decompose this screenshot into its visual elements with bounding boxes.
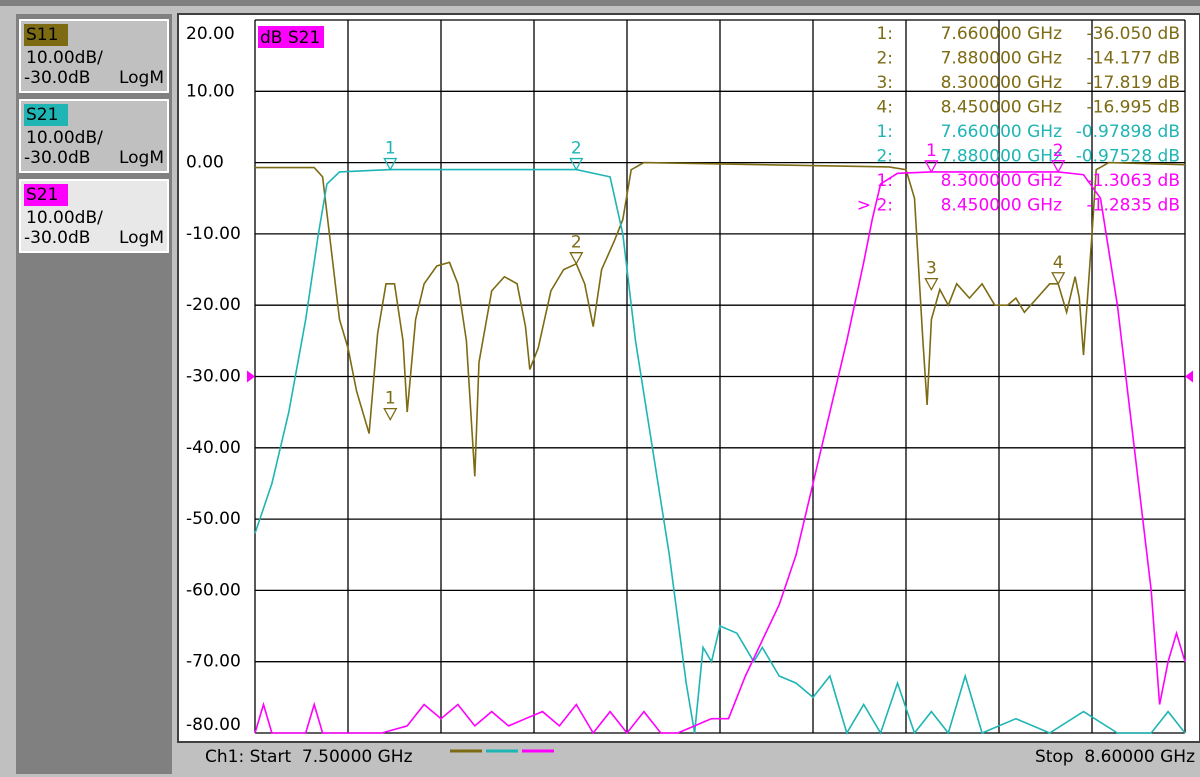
y-tick-label: -60.00: [186, 580, 241, 600]
trace-label: dB S21: [260, 28, 320, 48]
marker-value: -1.2835 dB: [1087, 196, 1180, 216]
marker-frequency: 7.660000 GHz: [941, 122, 1062, 142]
trace-label-box: [258, 26, 324, 48]
marker-number: 2: [571, 139, 582, 159]
trace-name: S21: [26, 105, 58, 125]
y-tick-label: 10.00: [186, 81, 235, 101]
trace-format: LogM: [119, 148, 164, 168]
y-tick-label: -50.00: [186, 509, 241, 529]
trace-reference: -30.0dB: [24, 68, 90, 88]
trace-scale: 10.00dB/: [26, 128, 103, 148]
grid: 20.00 10.00 0.00 -10.00 -20.00 -30.00 -40.00 -5…: [186, 19, 1193, 735]
trace-reference: -30.0dB: [24, 228, 90, 248]
y-tick-label: 20.00: [186, 24, 235, 44]
marker-value: -0.97528 dB: [1076, 147, 1180, 167]
marker-tag: 1:: [876, 122, 893, 142]
marker-number: 2: [571, 233, 582, 253]
trace-format: LogM: [119, 68, 164, 88]
trace-name-box: [24, 104, 68, 126]
marker-number: 4: [1053, 253, 1064, 273]
marker-number: 1: [385, 389, 396, 409]
marker-triangle: [569, 157, 584, 171]
reference-marker-left: [247, 370, 255, 383]
marker-number: 1: [385, 139, 396, 159]
marker-triangle: [924, 277, 939, 292]
marker-triangle: [383, 407, 398, 421]
marker-number: 2: [1053, 141, 1064, 161]
marker-number: 1: [926, 141, 937, 161]
marker-frequency: 8.450000 GHz: [941, 196, 1062, 216]
stop-frequency: Stop 8.60000 GHz: [1035, 747, 1195, 767]
marker-number: 3: [926, 259, 937, 279]
marker-tag: 2:: [876, 49, 893, 69]
y-tick-label: 0.00: [186, 153, 224, 173]
marker-frequency: 7.880000 GHz: [941, 147, 1062, 167]
top-strip: [0, 0, 1200, 6]
marker-value: -17.819 dB: [1087, 73, 1180, 93]
y-tick-label: -80.00: [186, 715, 241, 735]
trace-name: S11: [26, 25, 58, 45]
marker-value: -1.3063 dB: [1087, 171, 1180, 191]
reference-marker-right: [1185, 370, 1193, 383]
marker-frequency: 8.300000 GHz: [941, 73, 1062, 93]
marker-triangle: [924, 160, 939, 174]
marker-value: -0.97898 dB: [1076, 122, 1180, 142]
marker-triangle: [383, 157, 398, 171]
y-tick-label: -20.00: [186, 295, 241, 315]
y-tick-label: -70.00: [186, 652, 241, 672]
marker-triangle: [1051, 272, 1066, 286]
marker-frequency: 8.450000 GHz: [941, 98, 1062, 118]
marker-frequency: 7.880000 GHz: [941, 49, 1062, 69]
marker-value: -36.050 dB: [1087, 24, 1180, 44]
y-tick-label: -10.00: [186, 224, 241, 244]
marker-frequency: 7.660000 GHz: [941, 24, 1062, 44]
marker-frequency: 8.300000 GHz: [941, 171, 1062, 191]
trace-line: [254, 171, 1186, 735]
start-frequency: Ch1: Start 7.50000 GHz: [205, 747, 413, 767]
y-tick-label: -40.00: [186, 438, 241, 458]
trace-line: [255, 161, 1186, 477]
y-tick-label: -30.00: [186, 367, 241, 387]
marker-value: -16.995 dB: [1087, 98, 1180, 118]
trace-name-box: [24, 24, 68, 46]
trace-line: [254, 168, 1186, 735]
trace-scale: 10.00dB/: [26, 48, 103, 68]
marker-tag: 2:: [876, 147, 893, 167]
trace-name: S21: [26, 185, 58, 205]
marker-tag: 1:: [876, 24, 893, 44]
traces-plot: [254, 161, 1186, 735]
trace-reference: -30.0dB: [24, 148, 90, 168]
marker-tag: 1:: [876, 171, 893, 191]
marker-triangle: [1051, 160, 1066, 174]
marker-tag: > 2:: [857, 196, 893, 216]
marker-tag: 3:: [876, 73, 893, 93]
trace-name-box: [24, 184, 68, 206]
trace-format: LogM: [119, 228, 164, 248]
marker-triangle: [569, 252, 584, 266]
markers: 1 1: 7.660000 GHz -36.050 dB 2 2: 7.880000 GHz…: [383, 24, 1180, 421]
trace-scale: 10.00dB/: [26, 208, 103, 228]
marker-value: -14.177 dB: [1087, 49, 1180, 69]
marker-tag: 4:: [876, 98, 893, 118]
